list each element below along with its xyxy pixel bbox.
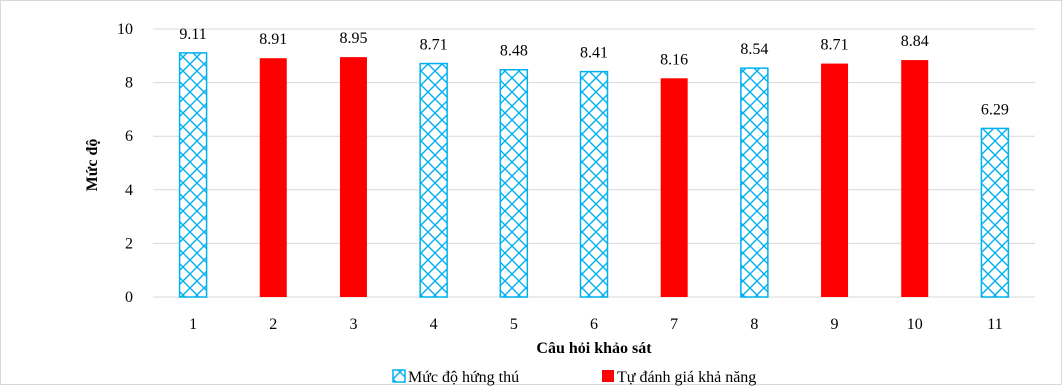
legend: Mức độ hứng thú Tự đánh giá khả năng xyxy=(392,369,756,386)
bar-self xyxy=(821,63,849,298)
x-tick-label: 8 xyxy=(750,316,758,333)
legend-item-interest: Mức độ hứng thú xyxy=(392,369,519,386)
bar-self xyxy=(339,57,367,297)
legend-swatch-interest xyxy=(392,369,406,383)
x-tick-label: 1 xyxy=(189,316,197,333)
y-tick-label: 10 xyxy=(117,21,133,38)
bar-interest xyxy=(740,67,769,298)
bars xyxy=(178,52,1010,298)
x-tick-labels: 1 2 3 4 5 6 7 8 9 10 11 xyxy=(189,316,1003,333)
data-label: 8.71 xyxy=(821,37,849,54)
x-tick-label: 9 xyxy=(831,316,839,333)
data-label: 8.48 xyxy=(500,43,528,60)
data-label: 9.11 xyxy=(179,26,206,43)
data-label: 8.84 xyxy=(901,33,929,50)
data-label: 8.54 xyxy=(740,41,768,58)
y-tick-label: 2 xyxy=(125,235,133,252)
data-label: 8.41 xyxy=(580,45,608,62)
bar-interest xyxy=(579,70,609,298)
data-label: 8.16 xyxy=(660,51,688,68)
y-axis-title: Mức độ xyxy=(84,139,101,192)
bar-self xyxy=(660,78,688,297)
y-tick-labels: 0 2 4 6 8 10 xyxy=(117,21,133,306)
x-tick-label: 4 xyxy=(430,316,438,333)
legend-item-self: Tự đánh giá khả năng xyxy=(602,369,756,386)
data-label: 6.29 xyxy=(981,101,1009,118)
x-tick-label: 5 xyxy=(510,316,518,333)
y-tick-label: 0 xyxy=(125,289,133,306)
bar-interest xyxy=(178,52,208,298)
bar-interest xyxy=(499,68,529,298)
x-tick-label: 2 xyxy=(269,316,277,333)
x-tick-label: 11 xyxy=(987,316,1002,333)
x-tick-label: 3 xyxy=(349,316,357,333)
bar-self xyxy=(259,58,287,297)
x-tick-label: 7 xyxy=(670,316,678,333)
bar-self xyxy=(901,60,929,298)
legend-label-interest: Mức độ hứng thú xyxy=(408,369,519,386)
data-label: 8.91 xyxy=(259,31,287,48)
legend-swatch-self xyxy=(602,370,614,382)
x-tick-label: 6 xyxy=(590,316,598,333)
y-tick-label: 4 xyxy=(125,182,133,199)
y-tick-label: 8 xyxy=(125,75,133,92)
x-tick-label: 10 xyxy=(907,316,923,333)
x-axis-title: Câu hỏi khảo sát xyxy=(536,340,652,357)
data-labels: 9.11 8.91 8.95 8.71 8.48 8.41 8.16 8.54 8.71 8.84… xyxy=(179,26,1009,119)
legend-label-self: Tự đánh giá khả năng xyxy=(617,369,756,386)
data-label: 8.71 xyxy=(420,37,448,54)
bar-interest xyxy=(980,127,1010,298)
y-tick-label: 6 xyxy=(125,128,133,145)
data-label: 8.95 xyxy=(339,30,367,47)
bar-interest xyxy=(419,62,448,298)
